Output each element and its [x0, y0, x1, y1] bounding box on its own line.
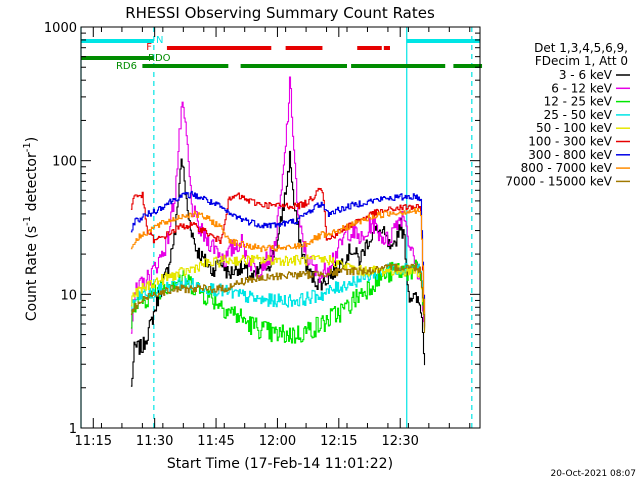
y-axis-label-exp: -1 — [22, 142, 33, 152]
y-tick-label: 10 — [60, 288, 77, 303]
x-tick-label: 12:00 — [259, 434, 296, 449]
axes: 1 10 100 1000 11:15 11:30 11:45 12:00 12:15 12:30 — [44, 21, 481, 449]
legend-entry-label: 50 - 100 keV — [536, 121, 613, 135]
flag-label: F — [146, 42, 152, 53]
plot-frame — [80, 26, 481, 429]
series-line — [130, 150, 426, 387]
y-axis-label-part: Count Rate (s — [24, 226, 40, 321]
legend-entry-label: 100 - 300 keV — [528, 135, 612, 149]
y-tick-label: 1 — [69, 422, 77, 437]
series-line — [130, 76, 426, 334]
y-tick-label: 1000 — [44, 21, 77, 36]
legend-entry-label: 800 - 7000 keV — [521, 161, 613, 175]
series-line — [130, 190, 426, 327]
x-tick-label: 12:15 — [320, 434, 357, 449]
x-axis-label: Start Time (17-Feb-14 11:01:22) — [167, 456, 393, 472]
legend-entry-label: 7000 - 15000 keV — [505, 174, 612, 188]
legend: Det 1,3,4,5,6,9, FDecim 1, Att 0 3 - 6 k… — [505, 41, 630, 188]
x-tick-label: 12:30 — [381, 434, 418, 449]
legend-entry-label: 6 - 12 keV — [551, 81, 613, 95]
y-axis-label-part: detector — [24, 152, 40, 216]
series-line — [130, 254, 426, 330]
flag-label: N — [156, 35, 163, 46]
series-line — [130, 263, 426, 329]
chart-title: RHESSI Observing Summary Count Rates — [125, 4, 435, 22]
y-axis-label-exp: -1 — [22, 216, 33, 226]
flag-label: RDO — [148, 53, 171, 64]
y-axis-label: Count Rate (s-1 detector-1) — [22, 137, 40, 321]
series-line — [130, 207, 426, 330]
y-axis-label-part: ) — [24, 137, 40, 142]
legend-entry-label: 300 - 800 keV — [528, 148, 612, 162]
footer-timestamp: 20-Oct-2021 08:07 — [551, 469, 636, 479]
plot-area — [80, 27, 473, 428]
y-tick-label: 100 — [52, 155, 77, 170]
legend-entry-label: 25 - 50 keV — [544, 108, 613, 122]
legend-entry-label: 3 - 6 keV — [559, 68, 613, 82]
series-line — [130, 187, 426, 328]
x-tick-label: 11:45 — [197, 434, 234, 449]
legend-header-line: Det 1,3,4,5,6,9, — [534, 41, 628, 55]
series-line — [130, 263, 426, 333]
flag-label: RD6 — [116, 61, 137, 72]
legend-entry-label: 12 - 25 keV — [544, 95, 613, 109]
x-tick-label: 11:15 — [75, 434, 112, 449]
x-tick-label: 11:30 — [136, 434, 173, 449]
legend-header-line: FDecim 1, Att 0 — [535, 54, 628, 68]
